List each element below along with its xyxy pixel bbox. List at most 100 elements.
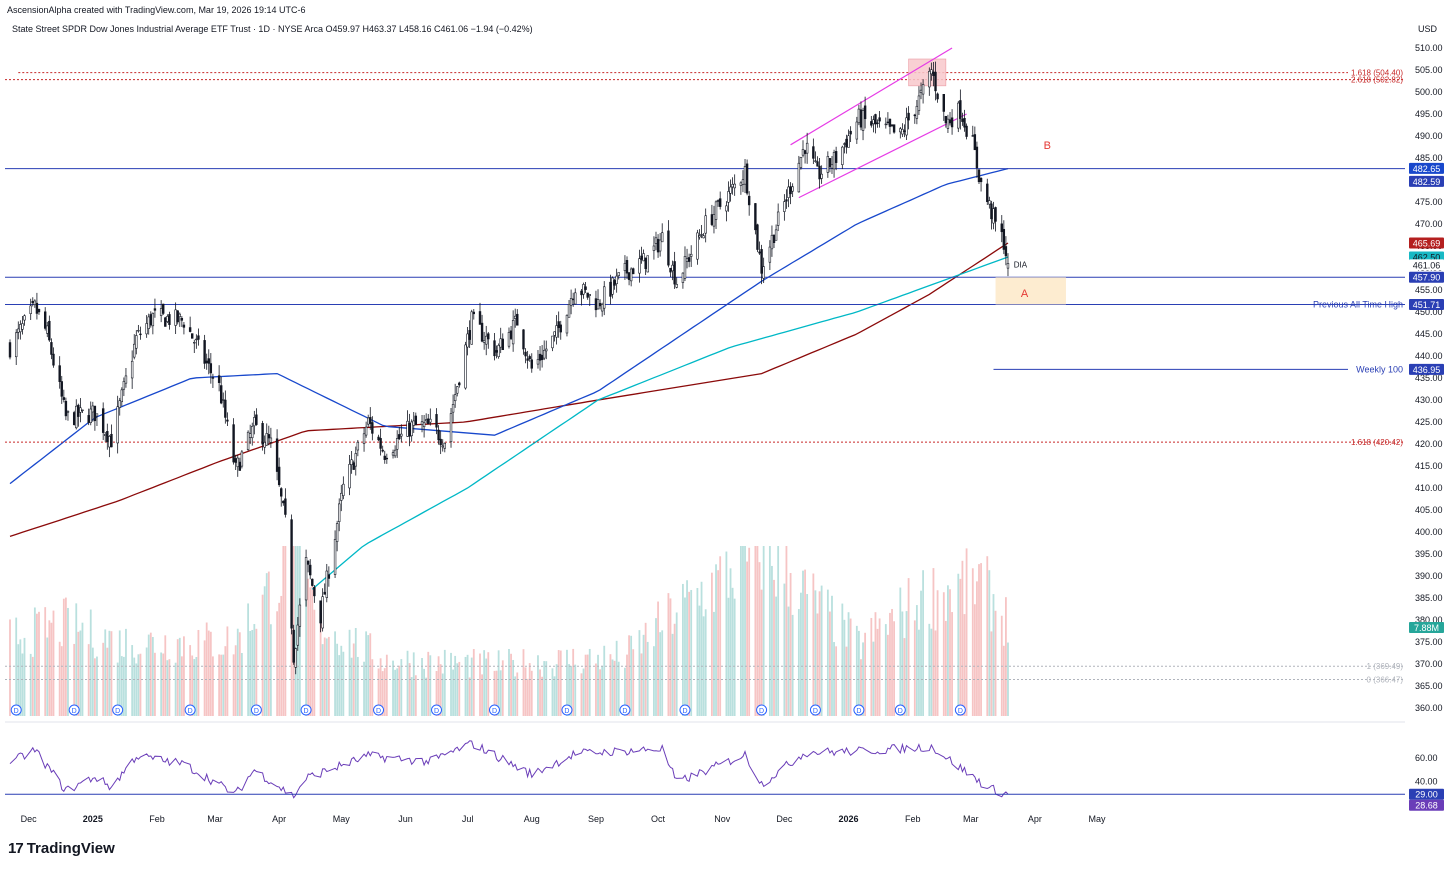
volume-bar <box>149 632 152 716</box>
y-tick-label: 475.00 <box>1415 197 1443 207</box>
x-tick-label: Aug <box>524 814 540 824</box>
candle-body <box>139 333 142 336</box>
moving-average-line[interactable] <box>9 167 1009 485</box>
dividend-marker-icon[interactable] <box>112 704 124 716</box>
volume-bar <box>783 583 786 716</box>
price-tag <box>1409 363 1444 375</box>
dividend-marker-icon[interactable] <box>488 704 500 716</box>
candle-body <box>990 203 993 220</box>
volume-bar <box>305 572 307 716</box>
dividend-marker-icon[interactable] <box>10 704 22 716</box>
dividend-marker-icon[interactable] <box>561 704 573 716</box>
y-tick-label: 405.00 <box>1415 505 1443 515</box>
candle-body <box>472 311 475 315</box>
rsi-tick-label: 60.00 <box>1415 753 1438 763</box>
dividend-marker-icon[interactable] <box>679 704 691 716</box>
candle-body <box>673 261 676 285</box>
dividend-marker-icon[interactable] <box>68 704 80 716</box>
dividend-marker-icon[interactable] <box>853 704 865 716</box>
y-tick-label: 490.00 <box>1415 131 1443 141</box>
dividend-marker-icon[interactable] <box>431 704 443 716</box>
x-tick-label: Apr <box>1028 814 1042 824</box>
dividend-marker-icon[interactable] <box>184 704 196 716</box>
candle-body <box>741 179 745 185</box>
volume-bar <box>858 630 860 716</box>
dividend-marker-icon[interactable] <box>619 704 631 716</box>
volume-bar <box>655 618 657 716</box>
candle-body <box>661 232 664 243</box>
volume-bar <box>363 661 365 716</box>
rsi-line[interactable] <box>9 740 1009 799</box>
volume-bar <box>603 645 606 716</box>
volume-bar <box>160 652 163 716</box>
candle-body <box>640 255 643 260</box>
dividend-marker-icon[interactable] <box>809 704 821 716</box>
x-tick-label: Jun <box>398 814 413 824</box>
channel-line[interactable] <box>798 113 967 199</box>
candle-body <box>884 123 888 126</box>
dividend-marker-icon[interactable] <box>756 704 768 716</box>
dividend-marker-letter: D <box>376 708 381 715</box>
dividend-marker-letter: D <box>115 708 120 715</box>
candle-body <box>449 413 453 443</box>
volume-bar <box>377 668 380 716</box>
volume-bar <box>756 546 759 716</box>
candle-body <box>151 312 155 327</box>
y-tick-label: 485.00 <box>1415 153 1443 163</box>
volume-bar <box>959 578 962 716</box>
zone-box[interactable] <box>995 277 1066 305</box>
candle-body <box>812 146 815 159</box>
candle-body <box>733 183 736 189</box>
symbol-info: State Street SPDR Dow Jones Industrial A… <box>12 24 533 34</box>
y-tick-label: 390.00 <box>1415 571 1443 581</box>
candle-body <box>501 338 504 351</box>
volume-bar <box>44 607 47 716</box>
candle-body <box>542 349 546 359</box>
volume-bar <box>81 622 84 716</box>
volume-bar <box>470 657 473 716</box>
volume-bar <box>918 629 920 716</box>
dividend-marker-icon[interactable] <box>894 704 906 716</box>
candle-body <box>453 394 457 402</box>
candle-body <box>685 258 689 262</box>
candle-body <box>468 330 471 340</box>
moving-average-line[interactable] <box>9 242 1009 538</box>
volume-bar <box>282 546 285 716</box>
volume-bar <box>570 665 573 716</box>
dividend-marker-icon[interactable] <box>300 704 312 716</box>
candle-body <box>182 324 186 328</box>
dividend-marker-icon[interactable] <box>373 704 385 716</box>
volume-bar <box>835 646 838 716</box>
candle-body <box>820 173 823 179</box>
volume-bar <box>313 609 316 716</box>
volume-bar <box>222 654 225 716</box>
candle-body <box>458 382 461 386</box>
dividend-marker-icon[interactable] <box>954 704 966 716</box>
candle-body <box>654 237 658 244</box>
price-tag <box>1409 298 1444 310</box>
candle-body <box>586 292 589 298</box>
volume-bar <box>189 645 192 716</box>
volume-bar <box>120 656 123 716</box>
volume-bar <box>493 670 496 716</box>
x-tick-label: Feb <box>149 814 165 824</box>
candle-body <box>638 258 641 274</box>
volume-bar <box>36 613 38 716</box>
candle-body <box>265 433 268 446</box>
candle-body <box>739 182 743 186</box>
moving-average-line[interactable] <box>311 256 1009 590</box>
candle-body <box>77 404 80 417</box>
candle-body <box>965 125 968 137</box>
rsi-tag-text: 29.00 <box>1415 790 1438 800</box>
tradingview-logo[interactable]: 17 TradingView <box>8 840 115 857</box>
volume-bar <box>50 622 53 716</box>
candle-body <box>530 359 533 369</box>
price-tag-text: 482.65 <box>1413 164 1441 174</box>
dividend-marker-icon[interactable] <box>250 704 262 716</box>
volume-bar <box>907 578 910 716</box>
channel-line[interactable] <box>790 47 953 146</box>
volume-bar <box>804 569 806 716</box>
volume-bar <box>659 632 662 716</box>
candle-body <box>594 298 598 311</box>
